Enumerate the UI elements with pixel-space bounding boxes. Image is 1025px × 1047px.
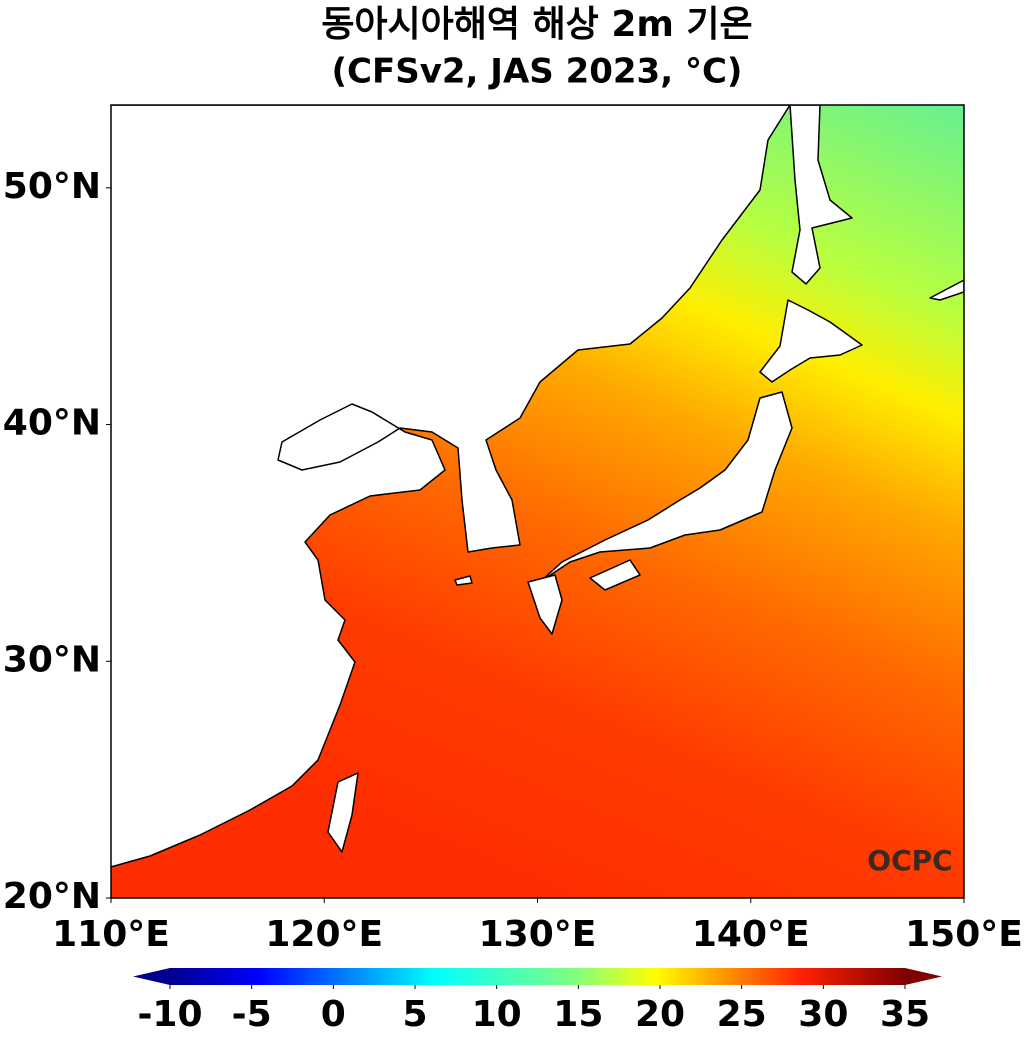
colorbar-tick-label: 0 (321, 994, 346, 1035)
map (111, 105, 964, 898)
subtitle: (CFSv2, JAS 2023, °C) (332, 52, 743, 92)
jeju (454, 575, 473, 586)
y-tick-label: 40°N (3, 403, 101, 444)
colorbar-tick-label: -5 (232, 994, 272, 1035)
watermark: OCPC (867, 844, 952, 877)
colorbar-extend-low (133, 968, 170, 985)
shikoku (589, 559, 641, 591)
taiwan (327, 772, 359, 853)
x-tick-label: 110°E (52, 914, 170, 955)
colorbar-tick-label: 15 (553, 994, 603, 1035)
colorbar-tick-label: 10 (472, 994, 522, 1035)
x-tick-label: 140°E (692, 914, 810, 955)
y-tick-label: 20°N (3, 876, 101, 917)
continent (111, 105, 791, 868)
colorbar-tick-label: 25 (717, 994, 767, 1035)
title: 동아시아해역 해상 2m 기온 (321, 4, 752, 45)
honshu (539, 391, 793, 583)
x-tick-label: 130°E (479, 914, 597, 955)
y-tick-label: 50°N (3, 166, 101, 207)
colorbar-tick-label: 30 (798, 994, 848, 1035)
colorbar-tick-label: 35 (880, 994, 930, 1035)
colorbar (170, 968, 905, 985)
colorbar-tick-label: 20 (635, 994, 685, 1035)
kamchatka-kurils (929, 279, 964, 301)
x-tick-label: 120°E (265, 914, 383, 955)
y-tick-label: 30°N (3, 639, 101, 680)
hokkaido (759, 299, 863, 383)
kyushu (527, 574, 563, 635)
colorbar-extend-high (905, 968, 942, 985)
sakhalin (789, 105, 853, 285)
colorbar-tick-label: 5 (402, 994, 427, 1035)
colorbar-tick-label: -10 (137, 994, 202, 1035)
x-tick-label: 150°E (905, 914, 1023, 955)
